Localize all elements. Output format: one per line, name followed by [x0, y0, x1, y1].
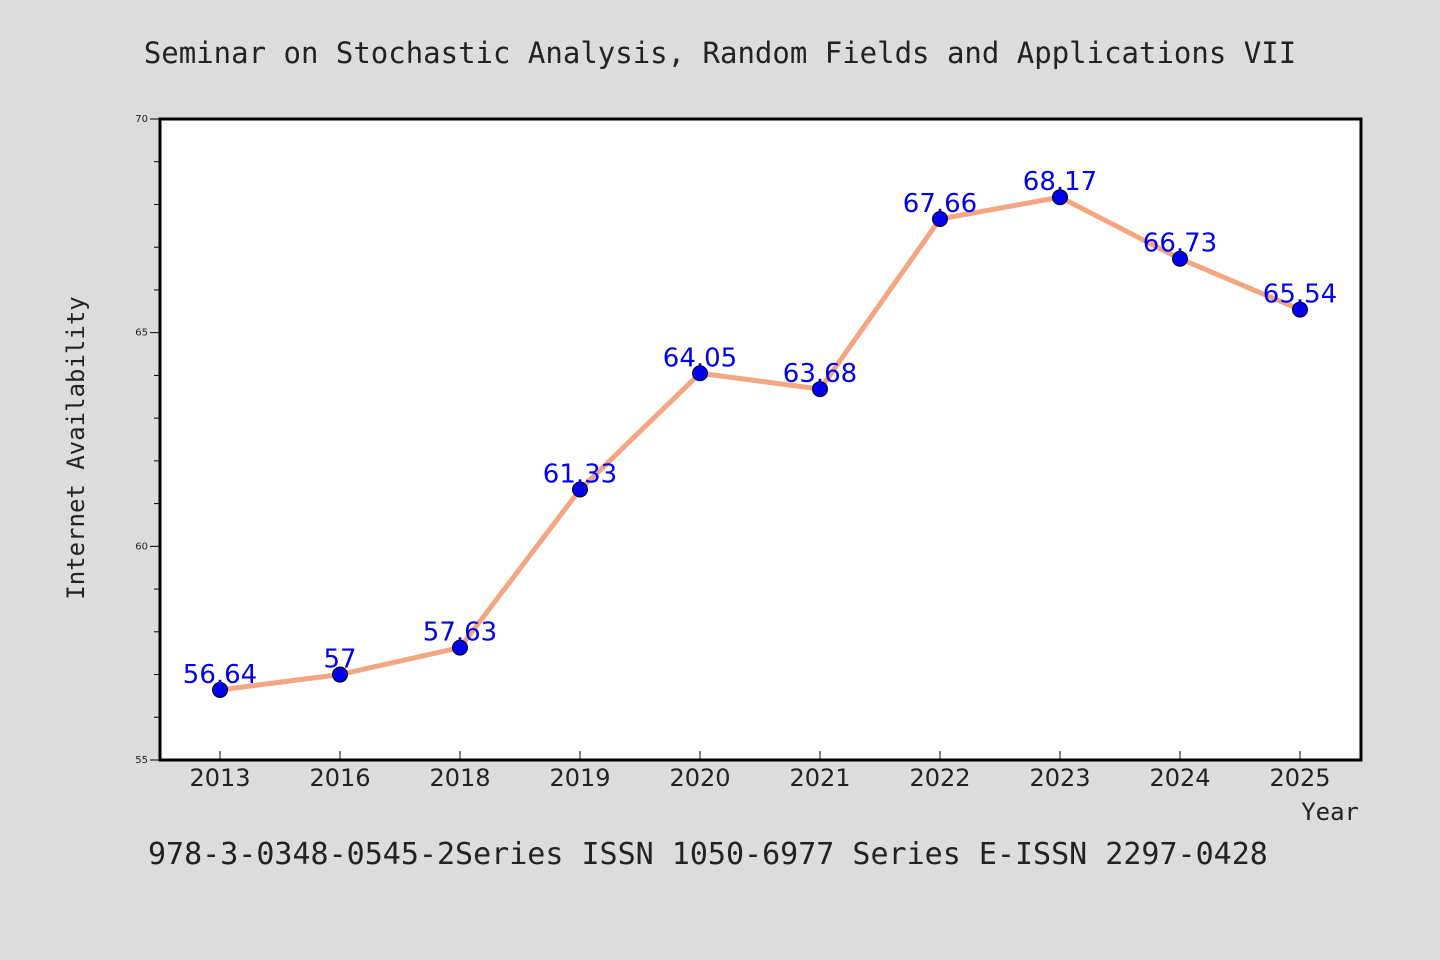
- data-point: [1052, 189, 1068, 206]
- data-point: [1172, 250, 1188, 267]
- chart-title: Seminar on Stochastic Analysis, Random F…: [144, 36, 1296, 70]
- data-point: [812, 381, 828, 398]
- x-tick-label: 2016: [309, 764, 370, 792]
- y-tick-label: 70: [135, 114, 148, 125]
- data-label: 64.05: [663, 343, 737, 373]
- x-tick-label: 2018: [429, 764, 490, 792]
- data-point: [212, 681, 228, 698]
- data-label: 66.73: [1143, 229, 1217, 259]
- series-layer: 56.64 57 57.63 61.33 64.05 63.68 67.66 68.17 66.…: [183, 167, 1337, 698]
- data-point: [692, 365, 708, 382]
- data-point: [332, 666, 348, 683]
- x-tick-label: 2019: [549, 764, 610, 792]
- data-label: 67.66: [903, 189, 977, 219]
- y-tick-label: 60: [135, 541, 148, 552]
- data-label: 68.17: [1023, 167, 1097, 197]
- y-tick-label: 55: [135, 755, 148, 766]
- plot-frame: [158, 117, 1363, 762]
- x-tick-label: 2025: [1269, 764, 1330, 792]
- data-label: 57.63: [423, 618, 497, 648]
- x-tick-label: 2013: [189, 764, 250, 792]
- x-axis-label: Year: [1301, 798, 1359, 826]
- y-tick-label: 65: [135, 328, 148, 339]
- data-point: [1292, 301, 1308, 318]
- x-tick-label: 2023: [1029, 764, 1090, 792]
- footer-text: 978-3-0348-0545-2Series ISSN 1050-6977 S…: [148, 837, 1268, 872]
- data-label: 56.64: [183, 660, 257, 690]
- data-label: 61.33: [543, 459, 617, 489]
- y-axis-label: Internet Availability: [62, 296, 90, 599]
- plot-area: [160, 119, 1361, 760]
- series-line: [217, 194, 1303, 693]
- data-label: 65.54: [1263, 280, 1337, 310]
- data-point: [452, 639, 468, 656]
- data-label: 63.68: [783, 359, 857, 389]
- x-tick-label: 2020: [669, 764, 730, 792]
- x-tick-label: 2024: [1149, 764, 1210, 792]
- data-point: [572, 481, 588, 498]
- x-tick-label: 2021: [789, 764, 850, 792]
- data-label: 57: [323, 645, 356, 675]
- data-point: [932, 210, 948, 227]
- x-axis: 2013 2016 2018 2019 2020 2021 2022 2023 2024 2025: [189, 751, 1331, 792]
- x-tick-label: 2022: [909, 764, 970, 792]
